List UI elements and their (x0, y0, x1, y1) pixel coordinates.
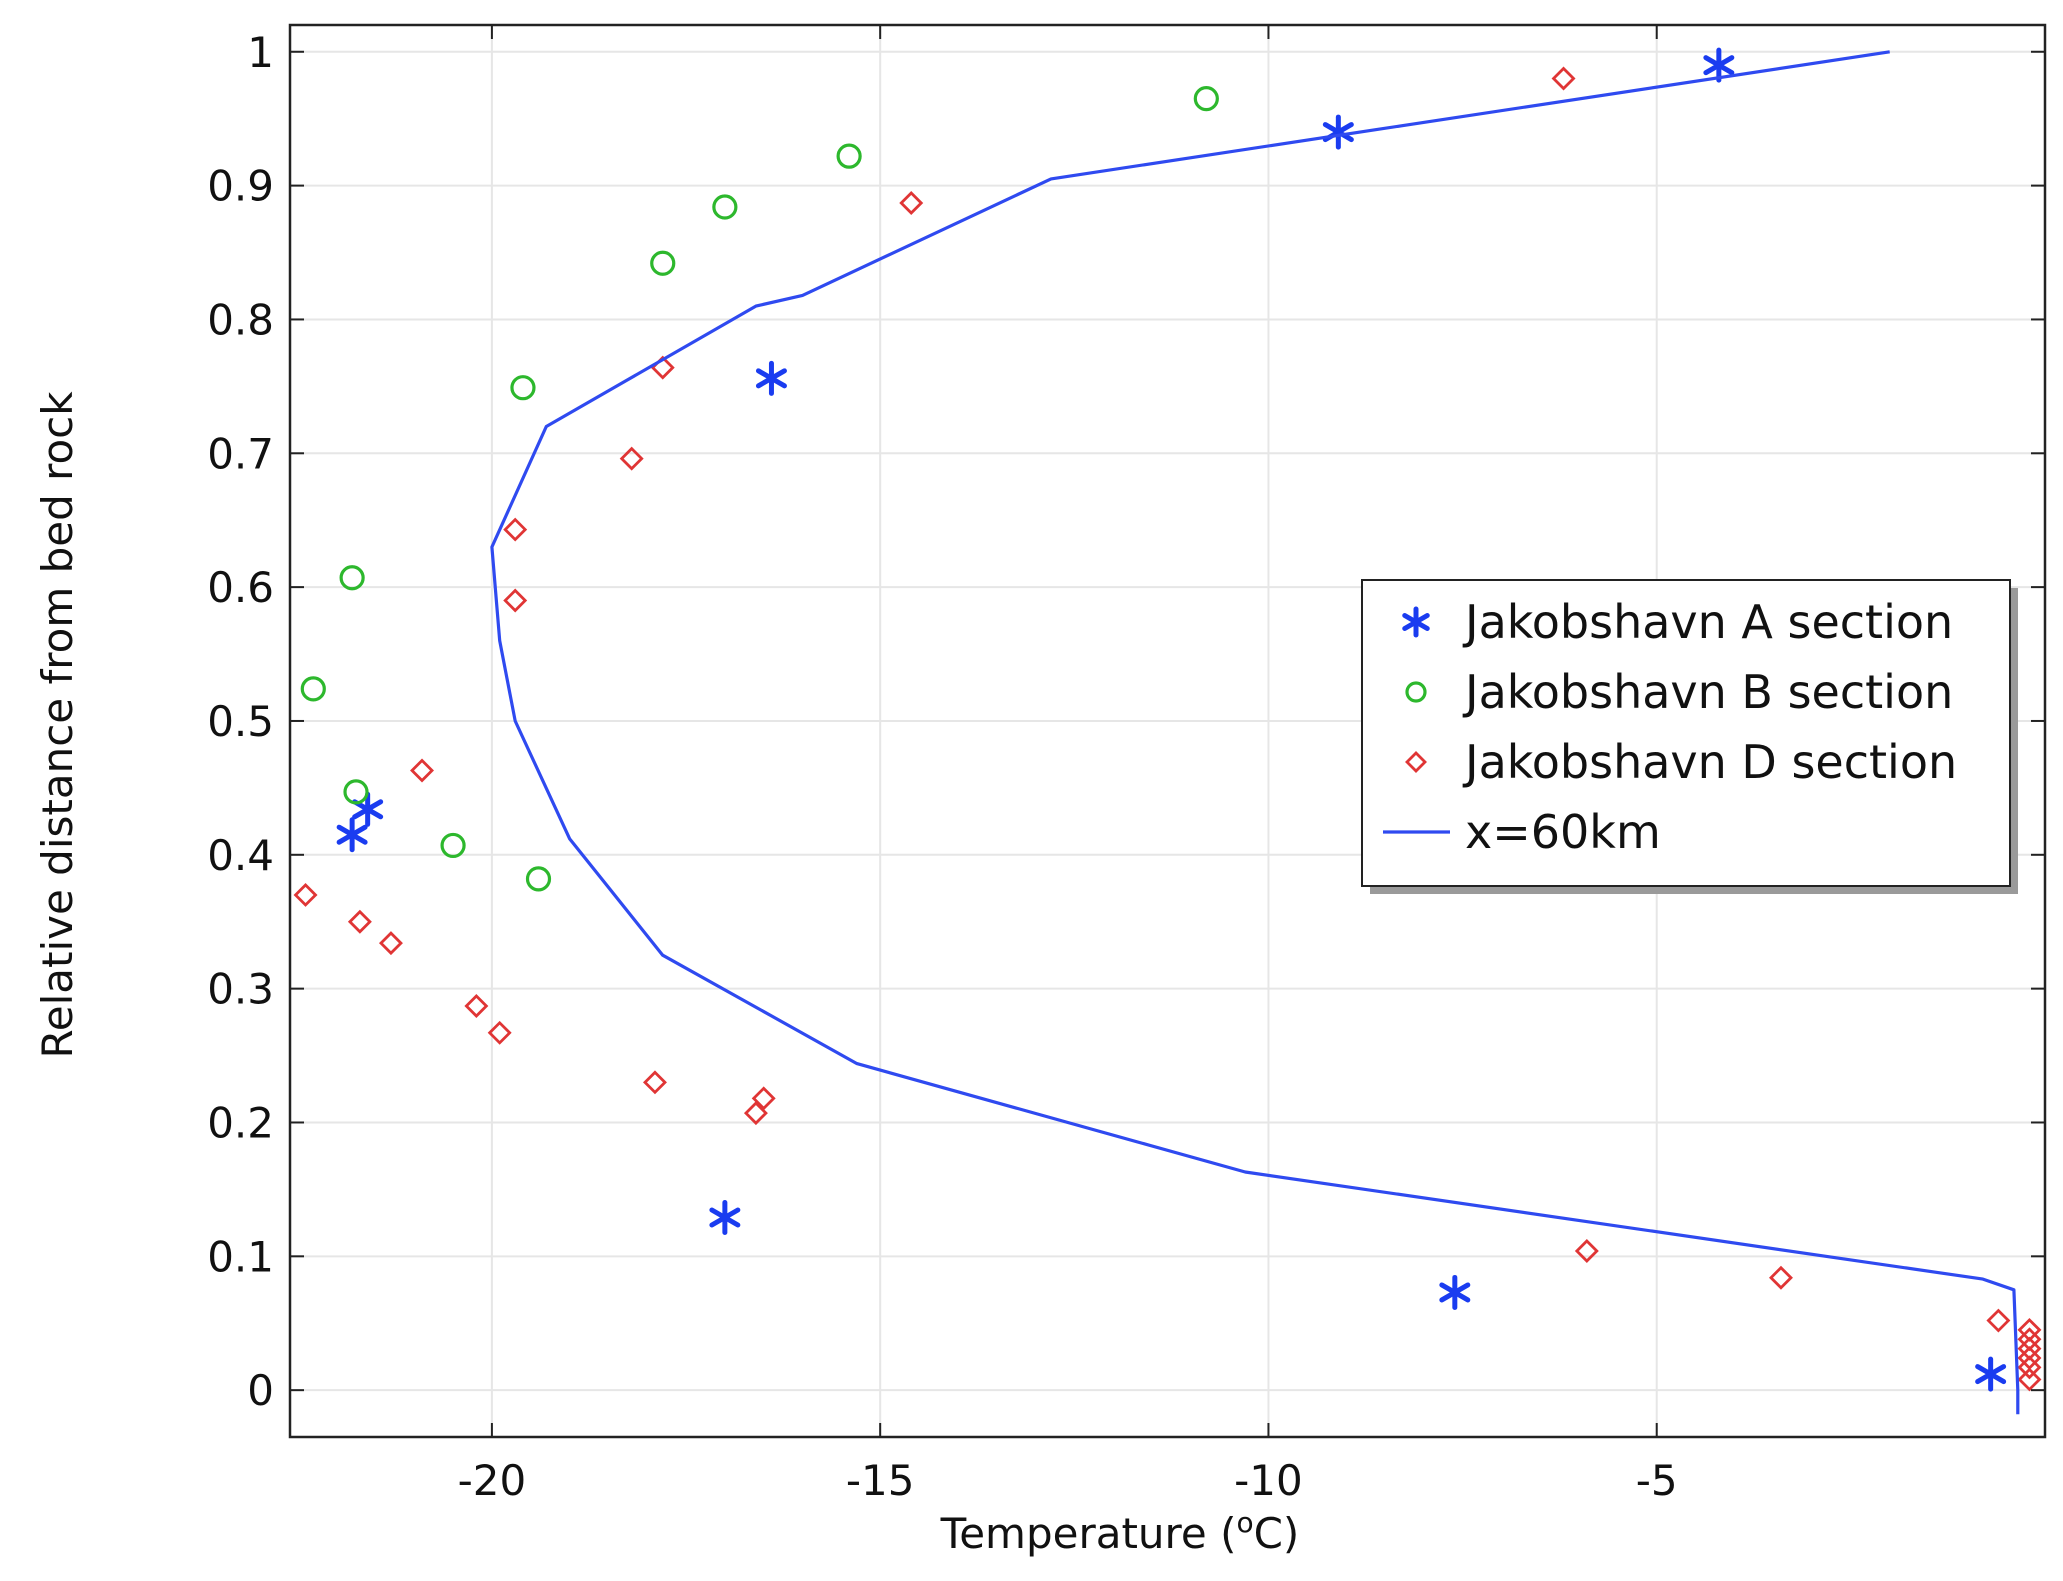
y-tick-label: 1 (247, 28, 274, 77)
y-tick-label: 0.1 (207, 1232, 274, 1281)
data-point-circle (525, 866, 552, 892)
data-point-diamond (503, 588, 528, 613)
x-tick-label: -10 (1234, 1456, 1303, 1505)
x-tick-label: -5 (1636, 1456, 1678, 1505)
y-tick-label: 0.4 (207, 831, 274, 880)
legend-entry: Jakobshavn B section (1405, 665, 1953, 719)
data-point-diamond (1551, 66, 1576, 91)
data-point-asterisk (709, 1200, 741, 1236)
data-point-asterisk (336, 817, 368, 853)
data-point-circle (650, 250, 676, 276)
y-tick-label: 0.3 (207, 965, 274, 1014)
series-line-x60km (490, 50, 2020, 1415)
data-point-diamond (751, 1086, 776, 1111)
data-point-diamond (619, 446, 644, 471)
data-point-diamond (503, 517, 528, 542)
x-axis-title: Temperature (oC) (940, 1506, 1300, 1558)
data-point-circle (339, 565, 365, 591)
data-point-circle (712, 194, 738, 220)
legend-label: x=60km (1465, 805, 1661, 859)
y-tick-label: 0.8 (207, 295, 274, 344)
data-point-diamond (1986, 1308, 2011, 1333)
data-point-diamond (293, 882, 318, 907)
data-point-circle (510, 375, 536, 401)
axis-ticks: -20 -15 -10 -5 0 0.1 0.2 0.3 0.4 0.5 0.6 0.7 0.8 0.9 1 (207, 25, 2045, 1505)
data-point-circle (1193, 86, 1219, 112)
y-tick-label: 0.6 (207, 563, 274, 612)
data-point-diamond (487, 1020, 512, 1045)
data-point-diamond (743, 1101, 768, 1126)
legend-label: Jakobshavn B section (1462, 665, 1953, 719)
data-point-diamond (410, 758, 434, 783)
data-point-diamond (2017, 1355, 2042, 1380)
data-point-circle (343, 779, 369, 805)
y-tick-label: 0.2 (207, 1098, 274, 1147)
y-axis-title: Relative distance from bed rock (33, 391, 82, 1059)
data-point-asterisk (352, 791, 384, 827)
data-point-diamond (378, 931, 403, 956)
data-point-diamond (2017, 1367, 2042, 1392)
legend-entry: Jakobshavn A section (1402, 595, 1953, 649)
data-point-circle (440, 832, 466, 859)
legend-box (1361, 579, 2011, 887)
legend-entry: x=60km (1383, 805, 1661, 859)
legend-entry: Jakobshavn D section (1405, 735, 1957, 789)
data-point-diamond (899, 191, 924, 215)
data-point-diamond (642, 1070, 667, 1095)
data-point-asterisk (1703, 47, 1735, 83)
data-point-diamond (1768, 1265, 1793, 1290)
data-point-circle (300, 676, 326, 702)
y-tick-label: 0.9 (207, 162, 274, 211)
data-point-diamond (347, 909, 372, 934)
legend: Jakobshavn A section Jakobshavn B section… (1361, 579, 2018, 894)
data-point-asterisk (755, 360, 787, 396)
data-point-circle (836, 143, 862, 169)
x-tick-label: -15 (846, 1456, 915, 1505)
data-point-diamond (464, 994, 489, 1019)
y-tick-label: 0.7 (207, 429, 274, 478)
legend-label: Jakobshavn A section (1462, 595, 1953, 649)
data-point-asterisk (1439, 1274, 1471, 1310)
plot-frame (288, 23, 2047, 1439)
plot-series (293, 47, 2042, 1415)
data-point-asterisk (1975, 1356, 2007, 1392)
legend-label: Jakobshavn D section (1462, 735, 1957, 789)
y-tick-label: 0.5 (207, 697, 274, 746)
x-tick-label: -20 (458, 1456, 527, 1505)
data-point-diamond (1574, 1238, 1599, 1263)
y-tick-label: 0 (247, 1366, 274, 1415)
